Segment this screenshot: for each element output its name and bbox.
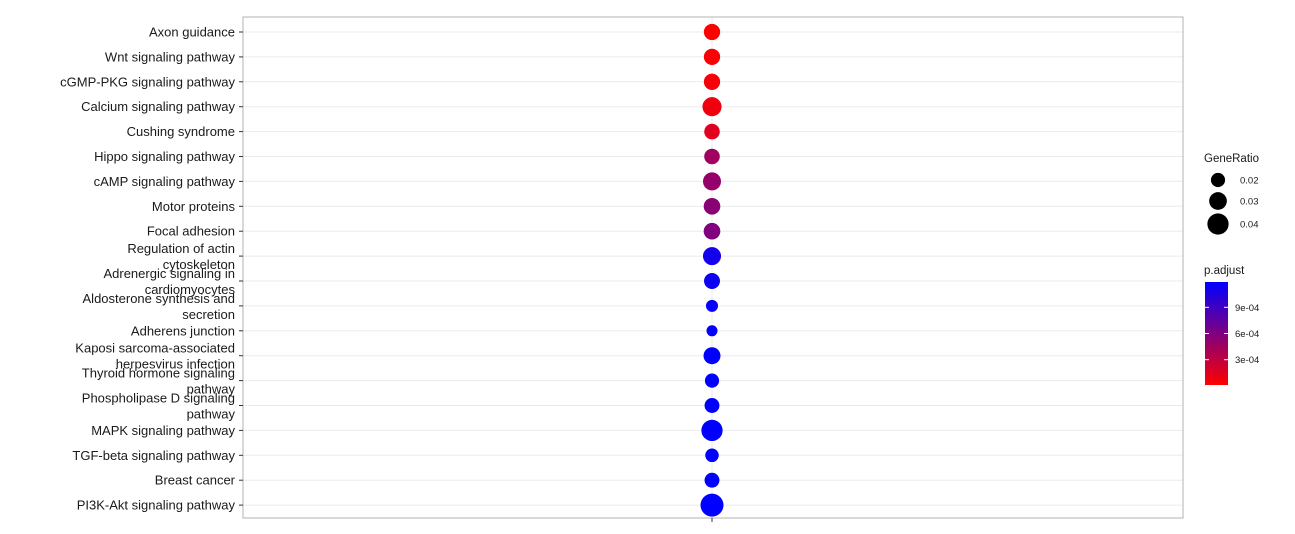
size-legend-label: 0.03 [1240, 197, 1259, 208]
y-tick-label-line: Thyroid hormone signaling [82, 366, 235, 381]
data-point [706, 325, 718, 337]
y-tick-label: MAPK signaling pathway [91, 423, 235, 438]
y-tick-label: Phospholipase D signaling pathway [82, 391, 236, 422]
y-tick-label-line: secretion [182, 307, 235, 322]
size-legend-label: 0.04 [1240, 220, 1259, 231]
data-point [704, 148, 720, 165]
y-tick-label: Calcium signaling pathway [81, 99, 235, 114]
y-tick-label: Motor proteins [152, 199, 236, 214]
y-tick-label-line: pathway [187, 407, 236, 422]
y-tick-label: cGMP-PKG signaling pathway [60, 74, 235, 89]
y-tick-label-line: Kaposi sarcoma-associated [75, 341, 235, 356]
color-legend-label: 9e-04 [1235, 303, 1259, 314]
data-point [703, 48, 721, 66]
y-tick-label-line: Aldosterone synthesis and [83, 291, 235, 306]
y-tick-label-line: pathway [187, 382, 236, 397]
color-legend: p.adjust 9e-04 6e-04 3e-04 [1204, 265, 1259, 385]
y-tick-label: Axon guidance [149, 25, 235, 40]
data-point [702, 247, 722, 266]
data-point [703, 347, 721, 365]
y-tick-label: Cushing syndrome [127, 124, 235, 139]
y-tick-label: Kaposi sarcoma-associated herpesvirus inf… [75, 341, 235, 372]
y-tick-label: Focal adhesion [147, 224, 235, 239]
size-legend-key [1207, 213, 1229, 235]
data-points [700, 23, 724, 517]
y-tick-label: cAMP signaling pathway [94, 174, 236, 189]
y-tick-label-line: herpesvirus infection [116, 357, 235, 372]
size-legend-title: GeneRatio [1204, 153, 1259, 165]
y-tick-label: PI3K-Akt signaling pathway [77, 498, 236, 513]
plot-panel [243, 17, 1183, 518]
y-tick-label-line: Phospholipase D signaling [82, 391, 235, 406]
data-point [700, 493, 724, 517]
data-point [701, 419, 723, 442]
data-point [702, 172, 722, 191]
data-point [703, 23, 721, 41]
data-point [703, 73, 721, 90]
data-point [704, 373, 720, 388]
color-legend-label: 3e-04 [1235, 355, 1259, 366]
data-point [705, 448, 719, 463]
data-point [704, 273, 720, 289]
size-legend: GeneRatio 0.02 0.03 0.04 [1204, 153, 1259, 235]
data-point [704, 123, 720, 140]
color-bar [1205, 282, 1228, 385]
y-tick-label: Adrenergic signaling in cardiomyocytes [103, 266, 235, 297]
color-legend-title: p.adjust [1204, 265, 1245, 277]
y-tick-label: Wnt signaling pathway [105, 49, 236, 64]
y-tick-label: Thyroid hormone signaling pathway [82, 366, 236, 397]
y-tick-label-line: cytoskeleton [163, 257, 235, 272]
size-legend-label: 0.02 [1240, 176, 1259, 187]
data-point [703, 222, 721, 240]
y-tick-label-line: Regulation of actin [127, 241, 235, 256]
y-tick-label: Regulation of actin cytoskeleton [127, 241, 235, 272]
color-legend-label: 6e-04 [1235, 329, 1259, 340]
y-tick-label: Hippo signaling pathway [94, 149, 235, 164]
data-point [702, 97, 722, 117]
data-point [703, 197, 721, 215]
y-tick-label: Breast cancer [155, 473, 236, 488]
data-point [705, 299, 719, 312]
y-tick-label: Aldosterone synthesis and secretion [83, 291, 235, 322]
data-point [704, 472, 720, 488]
size-legend-key [1209, 192, 1227, 210]
y-tick-label: Adherens junction [131, 323, 235, 338]
y-tick-label-line: Adrenergic signaling in [103, 266, 235, 281]
data-point [704, 398, 720, 413]
y-axis-labels: Axon guidance Wnt signaling pathway cGMP-P… [60, 25, 713, 522]
y-tick-label: TGF-beta signaling pathway [72, 448, 235, 463]
y-tick-label-line: cardiomyocytes [145, 282, 236, 297]
size-legend-key [1210, 172, 1226, 188]
plot-panel-border [242, 16, 1184, 519]
